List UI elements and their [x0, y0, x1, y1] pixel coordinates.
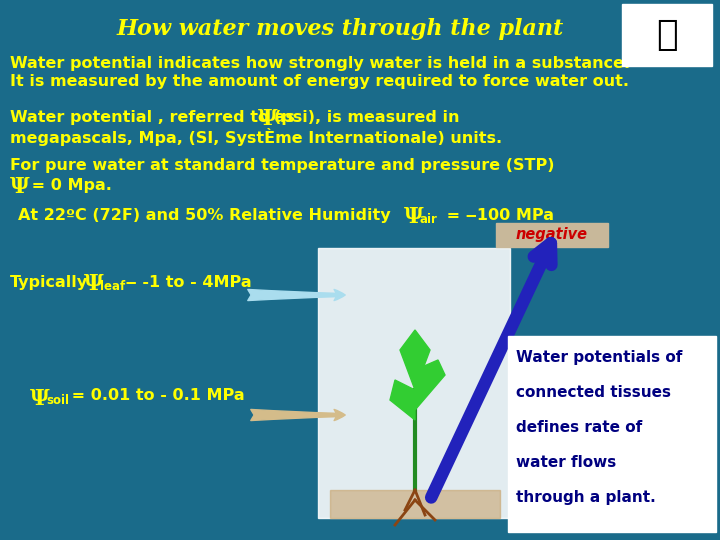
FancyBboxPatch shape	[496, 223, 608, 247]
Text: = 0.01 to - 0.1 MPa: = 0.01 to - 0.1 MPa	[66, 388, 245, 403]
Text: Water potential indicates how strongly water is held in a substance.: Water potential indicates how strongly w…	[10, 56, 630, 71]
Text: Water potential , referred to as: Water potential , referred to as	[10, 110, 295, 125]
Text: water flows: water flows	[516, 455, 616, 470]
Text: air: air	[419, 213, 437, 226]
Text: megapascals, Mpa, (SI, SystÈme Internationale) units.: megapascals, Mpa, (SI, SystÈme Internati…	[10, 128, 502, 146]
Text: soil: soil	[46, 394, 69, 407]
Text: defines rate of: defines rate of	[516, 420, 642, 435]
Text: Water potentials of: Water potentials of	[516, 350, 683, 365]
Text: through a plant.: through a plant.	[516, 490, 656, 505]
Text: At 22ºC (72F) and 50% Relative Humidity: At 22ºC (72F) and 50% Relative Humidity	[18, 208, 391, 223]
Polygon shape	[415, 360, 445, 410]
Text: 🐕: 🐕	[656, 18, 678, 52]
FancyBboxPatch shape	[318, 248, 510, 518]
FancyBboxPatch shape	[330, 490, 500, 518]
Text: Ψ: Ψ	[10, 176, 30, 198]
Text: For pure water at standard temperature and pressure (STP): For pure water at standard temperature a…	[10, 158, 554, 173]
Text: (psi), is measured in: (psi), is measured in	[274, 110, 459, 125]
FancyBboxPatch shape	[622, 4, 712, 66]
FancyBboxPatch shape	[508, 336, 716, 532]
Text: Typically: Typically	[10, 275, 88, 290]
Text: How water moves through the plant: How water moves through the plant	[117, 18, 564, 40]
Text: Ψ: Ψ	[404, 206, 423, 228]
Text: leaf: leaf	[100, 280, 125, 293]
Text: = ‒100 MPa: = ‒100 MPa	[441, 208, 554, 223]
Polygon shape	[400, 330, 430, 390]
Text: Ψ: Ψ	[258, 108, 278, 130]
Text: negative: negative	[516, 227, 588, 242]
Polygon shape	[390, 380, 415, 420]
Text: Ψ: Ψ	[30, 388, 50, 410]
Text: = 0 Mpa.: = 0 Mpa.	[26, 178, 112, 193]
Text: It is measured by the amount of energy required to force water out.: It is measured by the amount of energy r…	[10, 74, 629, 89]
Text: connected tissues: connected tissues	[516, 385, 671, 400]
Text: ‒ -1 to - 4MPa: ‒ -1 to - 4MPa	[120, 275, 251, 290]
Text: Ψ: Ψ	[84, 273, 104, 295]
